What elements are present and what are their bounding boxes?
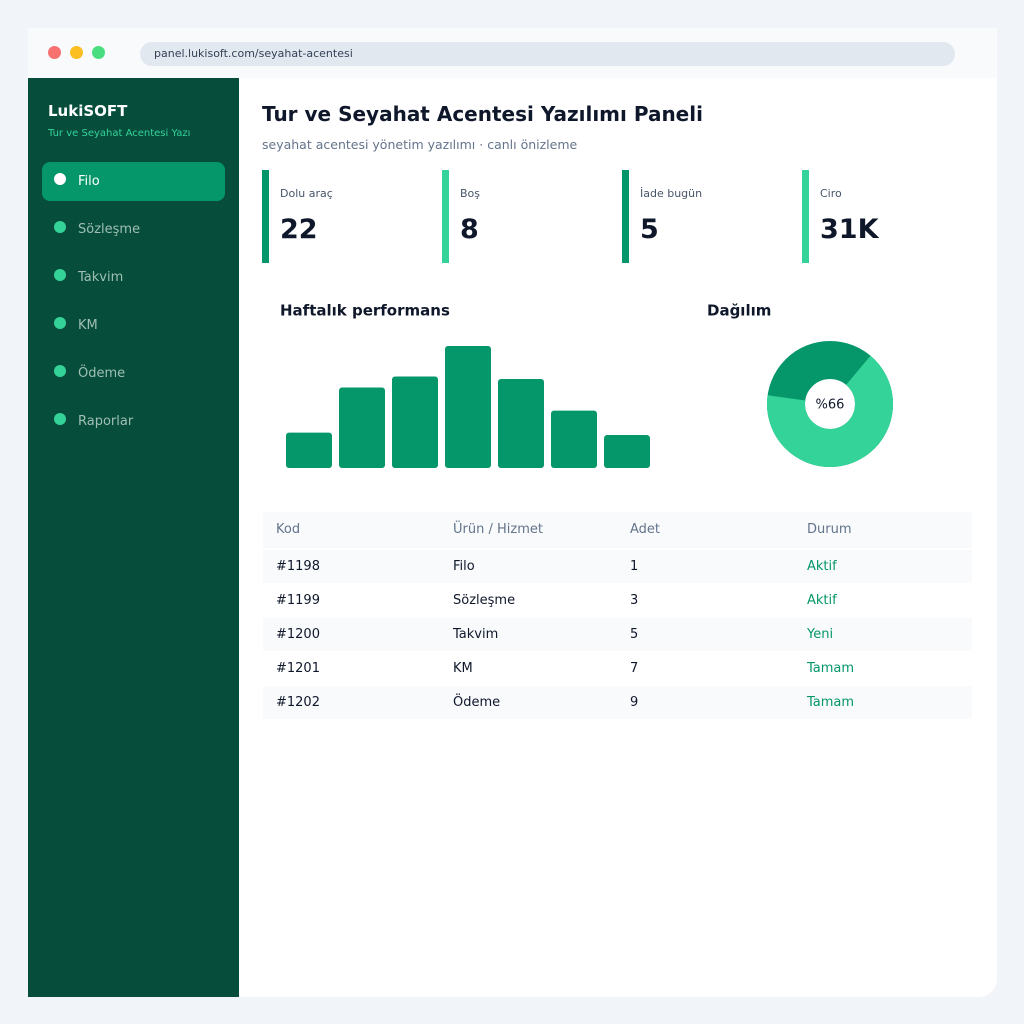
nav-label: KM <box>78 318 98 333</box>
window-minimize[interactable] <box>70 46 83 59</box>
donut-segment <box>767 341 893 467</box>
cell: #1199 <box>276 593 320 608</box>
kpi-card: Dolu araç 22 <box>262 170 422 263</box>
cell: #1202 <box>276 695 320 710</box>
kpi-label: İade bugün <box>640 187 703 200</box>
nav-item[interactable]: Raporlar <box>42 402 225 441</box>
kpi-accent <box>262 170 269 263</box>
kpi-value: 31K <box>820 214 879 245</box>
cell: 3 <box>630 593 639 608</box>
charts: Haftalık performans Dağılım %66 <box>280 302 893 468</box>
cell: Sözleşme <box>453 593 516 608</box>
bar <box>498 378 544 468</box>
table-row[interactable]: #1200 Takvim 5 Yeni <box>263 618 972 651</box>
nav-label: Ödeme <box>78 366 126 381</box>
nav-dot <box>54 413 66 425</box>
table-row[interactable]: #1202 Ödeme 9 Tamam <box>263 686 972 719</box>
tagline: Tur ve Seyahat Acentesi Yazı <box>48 128 191 139</box>
chart-title: Haftalık performans <box>280 302 450 320</box>
cell: 9 <box>630 695 639 710</box>
bar <box>286 432 332 468</box>
kpi-card: Ciro 31K <box>802 170 962 263</box>
nav-dot <box>54 365 66 377</box>
kpi-value: 5 <box>640 214 659 245</box>
status: Tamam <box>807 695 855 710</box>
nav-dot <box>54 173 66 185</box>
cell: #1200 <box>276 627 320 642</box>
cell: Takvim <box>453 627 499 642</box>
nav-label: Sözleşme <box>78 222 141 237</box>
kpi-card: Boş 8 <box>442 170 602 263</box>
nav-item[interactable]: KM <box>42 306 225 345</box>
cell: 1 <box>630 559 639 574</box>
nav-label: Takvim <box>78 270 124 285</box>
kpi-accent <box>802 170 809 263</box>
table-header: Kod Ürün / Hizmet Adet Durum <box>263 512 972 548</box>
bar <box>339 387 385 468</box>
column-header: Durum <box>807 522 852 537</box>
column-header: Kod <box>276 522 301 537</box>
nav-item[interactable]: Takvim <box>42 258 225 297</box>
status: Aktif <box>807 559 837 574</box>
browser-bar: panel.lukisoft.com/seyahat-acentesi <box>28 28 997 78</box>
kpi-accent <box>622 170 629 263</box>
donut-label: %66 <box>816 398 845 413</box>
bar <box>445 346 491 468</box>
nav-label: Filo <box>78 174 100 189</box>
column-header: Adet <box>630 522 661 537</box>
nav-dot <box>54 269 66 281</box>
page-title: Tur ve Seyahat Acentesi Yazılımı Paneli <box>262 102 703 126</box>
bar <box>604 435 650 468</box>
kpi-value: 22 <box>280 214 318 245</box>
cell: #1201 <box>276 661 320 676</box>
cell: 7 <box>630 661 639 676</box>
status: Tamam <box>807 661 855 676</box>
nav-label: Raporlar <box>78 414 134 429</box>
window-maximize[interactable] <box>92 46 105 59</box>
status: Yeni <box>807 627 834 642</box>
url-bar[interactable]: panel.lukisoft.com/seyahat-acentesi <box>140 42 955 66</box>
bar <box>551 410 597 468</box>
cell: Ödeme <box>453 695 501 710</box>
page-subtitle: seyahat acentesi yönetim yazılımı · canl… <box>262 137 578 152</box>
status: Aktif <box>807 593 837 608</box>
kpi-card: İade bugün 5 <box>622 170 782 263</box>
column-header: Ürün / Hizmet <box>453 522 543 537</box>
bar <box>392 376 438 468</box>
table-row[interactable]: #1201 KM 7 Tamam <box>263 652 972 685</box>
nav-item[interactable]: Ödeme <box>42 354 225 393</box>
cell: Filo <box>453 559 475 574</box>
nav-item[interactable]: Sözleşme <box>42 210 225 249</box>
browser-window: panel.lukisoft.com/seyahat-acentesi Luki… <box>28 28 997 997</box>
sidebar: LukiSOFT Tur ve Seyahat Acentesi Yazı Fi… <box>28 78 239 997</box>
nav-dot <box>54 221 66 233</box>
kpi-value: 8 <box>460 214 479 245</box>
nav-dot <box>54 317 66 329</box>
nav-item[interactable]: Filo <box>42 162 225 201</box>
brand: LukiSOFT <box>48 102 128 120</box>
table-row[interactable]: #1198 Filo 1 Aktif <box>263 550 972 583</box>
kpi-label: Dolu araç <box>280 187 333 200</box>
chart-title: Dağılım <box>707 302 771 320</box>
kpi-label: Boş <box>460 187 481 200</box>
window-close[interactable] <box>48 46 61 59</box>
cell: 5 <box>630 627 639 642</box>
table-row[interactable]: #1199 Sözleşme 3 Aktif <box>263 584 972 617</box>
cell: #1198 <box>276 559 320 574</box>
kpi-accent <box>442 170 449 263</box>
kpi-label: Ciro <box>820 187 842 200</box>
cell: KM <box>453 661 473 676</box>
